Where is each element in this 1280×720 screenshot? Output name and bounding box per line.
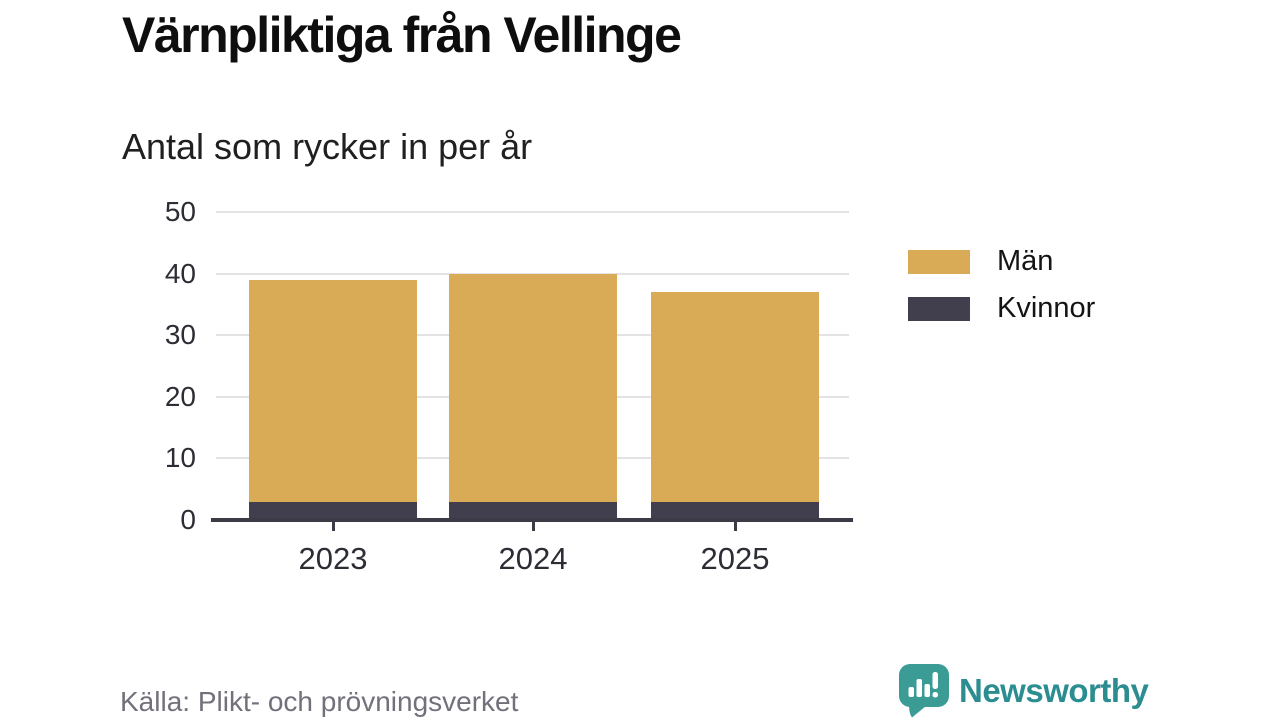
y-tick-label-20: 20 — [164, 380, 196, 412]
page-title: Värnpliktiga från Vellinge — [122, 7, 682, 63]
x-tick-2025 — [734, 522, 737, 531]
x-axis-line — [211, 518, 853, 522]
x-tick-label-2024: 2024 — [498, 541, 568, 576]
y-tick-label-0: 0 — [180, 504, 196, 535]
y-tick-label-30: 30 — [164, 319, 196, 351]
stacked-bar-2023 — [249, 279, 417, 520]
legend-label-män: Män — [997, 245, 1054, 277]
newsworthy-logo: Newsworthy — [898, 663, 1149, 718]
x-tick-label-2023: 2023 — [298, 541, 368, 576]
bar-segment-kvinnor-2023 — [249, 501, 417, 520]
bar-segment-kvinnor-2024 — [449, 501, 617, 520]
newsworthy-wordmark: Newsworthy — [959, 671, 1149, 709]
gridline-50 — [216, 211, 849, 213]
y-tick-label-50: 50 — [164, 196, 196, 227]
stacked-bar-2024 — [449, 273, 617, 520]
y-tick-label-40: 40 — [164, 257, 196, 289]
bar-segment-man-2023 — [249, 279, 417, 502]
source-attribution: Källa: Plikt- och prövningsverket — [120, 686, 519, 717]
x-tick-2023 — [332, 522, 335, 531]
chart-subtitle: Antal som rycker in per år — [122, 126, 533, 167]
bar-segment-kvinnor-2025 — [651, 501, 819, 520]
legend-item-män: Män — [908, 245, 1053, 278]
bar-segment-man-2024 — [449, 273, 617, 502]
y-tick-label-10: 10 — [164, 442, 196, 474]
bar-segment-man-2025 — [651, 292, 819, 502]
stacked-bar-2025 — [651, 292, 819, 520]
x-tick-2024 — [532, 522, 535, 531]
x-tick-label-2025: 2025 — [700, 541, 770, 576]
legend-swatch-män — [908, 249, 970, 274]
legend-swatch-kvinnor — [908, 296, 970, 321]
legend-label-kvinnor: Kvinnor — [997, 292, 1096, 324]
legend-item-kvinnor: Kvinnor — [908, 292, 1095, 325]
newsworthy-speech-bubble-icon — [899, 664, 949, 718]
